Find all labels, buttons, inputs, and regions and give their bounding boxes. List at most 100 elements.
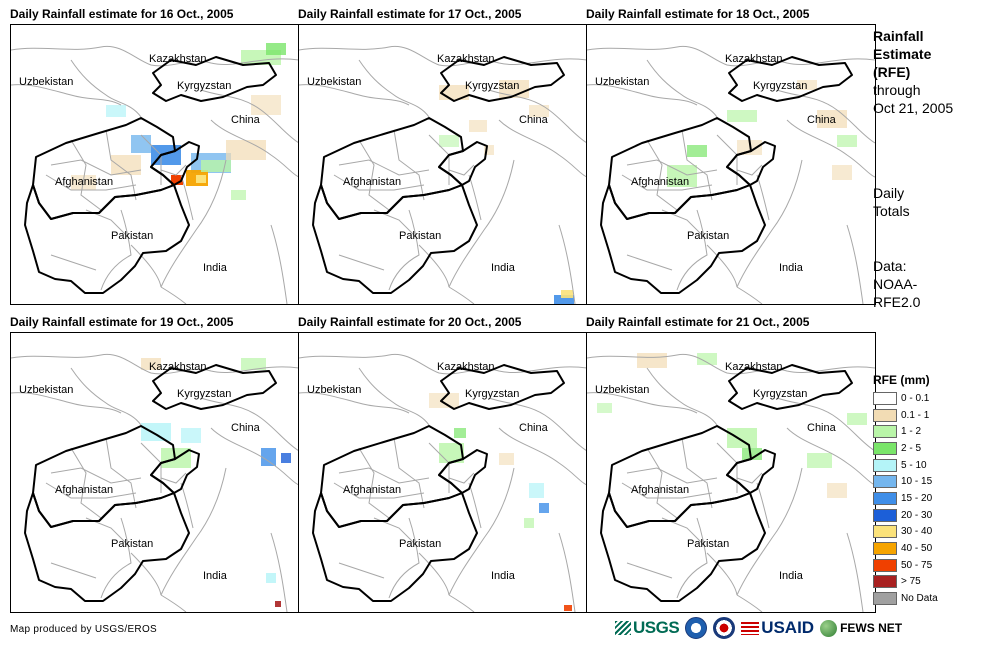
boundary-line [393, 129, 425, 201]
boundary-line [448, 164, 475, 176]
country-outline [600, 184, 766, 294]
country-label-india: India [203, 262, 228, 274]
legend-item: 0.1 - 1 [873, 407, 938, 424]
boundary-line [468, 174, 482, 221]
legend-item: > 75 [873, 574, 938, 591]
boundary-line [70, 59, 142, 118]
boundary-line [50, 562, 97, 579]
fews-logo-text: FEWS NET [840, 621, 903, 635]
boundary-line [498, 119, 587, 178]
rainfall-cell [151, 145, 181, 165]
legend-item: 5 - 10 [873, 457, 938, 474]
country-label-uzbekistan: Uzbekistan [595, 76, 649, 88]
map-svg: Kazakhstan Uzbekistan Kyrgyzstan China Afgha… [11, 43, 299, 304]
country-outline [312, 184, 478, 294]
legend-item: 50 - 75 [873, 557, 938, 574]
boundary-line [776, 89, 875, 144]
boundary-line [130, 552, 162, 596]
daily-totals-block: Daily Totals [873, 184, 910, 220]
country-outline [150, 449, 200, 494]
country-label-afghanistan: Afghanistan [343, 176, 401, 188]
boundary-line [736, 159, 803, 288]
legend-item: 10 - 15 [873, 473, 938, 490]
rainfall-layer [667, 80, 857, 187]
boundary-line [488, 89, 587, 144]
boundary-line [105, 437, 137, 509]
rainfall-cell [201, 160, 231, 172]
country-label-pakistan: Pakistan [111, 538, 153, 550]
rainfall-cell [439, 443, 464, 463]
map-svg: Kazakhstan Uzbekistan Kyrgyzstan China Afgha… [299, 45, 587, 304]
legend-label: 1 - 2 [901, 426, 922, 438]
boundary-line [393, 437, 425, 509]
map-frame: Kazakhstan Uzbekistan Kyrgyzstan China Afgha… [586, 24, 876, 305]
boundary-line [45, 174, 137, 191]
boundary-line [736, 286, 763, 304]
nws-logo-icon [713, 617, 736, 639]
boundary-line [358, 367, 430, 426]
boundary-line [50, 254, 97, 271]
boundary-line [105, 129, 137, 201]
boundary-line [736, 164, 763, 176]
usaid-logo-text: USAID [761, 618, 815, 637]
country-outline [438, 449, 488, 494]
map-frame: Kazakhstan Uzbekistan Kyrgyzstan China Afgha… [298, 24, 588, 305]
country-label-india: India [779, 262, 804, 274]
rainfall-cell [141, 423, 171, 441]
admin-boundaries [587, 45, 875, 304]
country-outline [440, 364, 565, 410]
boundary-line [338, 467, 430, 484]
focus-country-outlines [24, 56, 277, 294]
boundary-line [200, 89, 299, 144]
map-svg: Kazakhstan Uzbekistan Kyrgyzstan China Afgha… [587, 353, 875, 612]
panel-title: Daily Rainfall estimate for 21 Oct., 200… [586, 315, 810, 329]
rainfall-cell [817, 110, 847, 128]
boundary-line [70, 447, 102, 519]
rainfall-cell [837, 135, 857, 147]
rainfall-cell [727, 428, 757, 448]
rainfall-cell [807, 453, 832, 468]
country-label-uzbekistan: Uzbekistan [307, 76, 361, 88]
legend-rows: 0 - 0.1 0.1 - 1 1 - 2 2 - 5 5 - 10 10 - 15 15 … [873, 390, 938, 607]
map-panel-19-oct: Daily Rainfall estimate for 19 Oct., 200… [10, 315, 300, 613]
rainfall-cell [181, 428, 201, 443]
boundary-line [388, 209, 420, 291]
map-panel-20-oct: Daily Rainfall estimate for 20 Oct., 200… [298, 315, 588, 613]
legend-item: 0 - 0.1 [873, 390, 938, 407]
boundary-line [358, 139, 390, 211]
legend-swatch [873, 458, 897, 472]
boundary-line [558, 224, 576, 304]
legend-swatch [873, 491, 897, 505]
rainfall-cell [106, 105, 126, 117]
country-label-india: India [203, 570, 228, 582]
legend-swatch [873, 475, 897, 489]
boundary-line [756, 174, 770, 221]
map-svg: Kazakhstan Uzbekistan Kyrgyzstan China Afgha… [299, 353, 587, 612]
rainfall-cell [827, 483, 847, 498]
boundary-line [210, 427, 299, 486]
country-label-kyrgyzstan: Kyrgyzstan [465, 80, 519, 92]
boundary-line [50, 159, 142, 176]
focus-country-outlines [600, 364, 853, 602]
map-frame: Kazakhstan Uzbekistan Kyrgyzstan China Afgha… [10, 24, 300, 305]
country-label-china: China [231, 114, 261, 126]
legend-label: 40 - 50 [901, 543, 933, 555]
panel-title: Daily Rainfall estimate for 18 Oct., 200… [586, 7, 810, 21]
boundary-line [160, 159, 227, 288]
boundary-line [160, 472, 187, 484]
country-outline [728, 56, 853, 102]
rainfall-cell [564, 605, 572, 611]
boundary-line [676, 209, 708, 291]
legend-title: RFE (mm) [873, 373, 930, 387]
boundary-line [338, 159, 430, 176]
country-label-kazakhstan: Kazakhstan [149, 361, 206, 373]
boundary-line [448, 467, 515, 596]
rainfall-cell [697, 353, 717, 365]
legend-label: 50 - 75 [901, 559, 933, 571]
panel-title: Daily Rainfall estimate for 20 Oct., 200… [298, 315, 522, 329]
country-outline [312, 492, 478, 602]
legend-label: 5 - 10 [901, 459, 927, 471]
boundary-line [333, 174, 425, 191]
rfe-title-line: Estimate [873, 46, 932, 62]
noaa-logo-icon [685, 617, 708, 639]
